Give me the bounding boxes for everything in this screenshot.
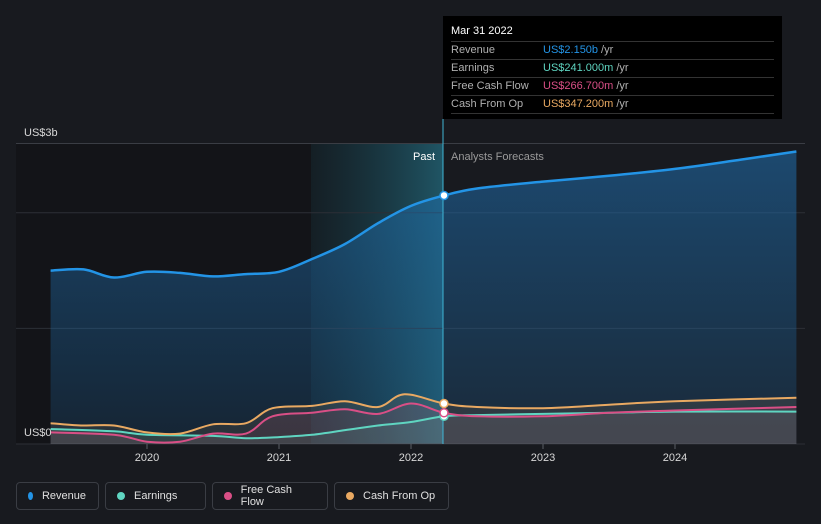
legend-dot-icon [224, 492, 232, 500]
legend-label: Cash From Op [363, 490, 436, 502]
tooltip-value: US$266.700m [543, 80, 614, 92]
tooltip-label: Free Cash Flow [451, 80, 529, 92]
y-tick-top: US$3b [24, 127, 58, 139]
series-lines [50, 150, 797, 444]
forecast-label: Analysts Forecasts [451, 151, 544, 163]
tooltip-value: US$241.000m [543, 62, 614, 74]
tooltip-date: Mar 31 2022 [451, 23, 774, 42]
past-label: Past [413, 151, 435, 163]
cash-from-op-marker [439, 398, 449, 409]
tooltip-label: Cash From Op [451, 98, 524, 110]
tooltip-value: US$347.200m [543, 98, 614, 110]
legend-dot-icon [117, 492, 125, 500]
chart: US$3b US$0 Past Analysts Forecasts 2020 2… [16, 119, 805, 464]
free-cash-flow-line [50, 402, 797, 444]
tooltip-label: Earnings [451, 62, 495, 74]
x-tick-label: 2021 [267, 452, 291, 464]
legend-item-revenue[interactable]: Revenue [16, 482, 99, 510]
legend-item-earnings[interactable]: Earnings [105, 482, 206, 510]
highlight-markers [439, 190, 449, 422]
legend-item-cash-from-op[interactable]: Cash From Op [334, 482, 449, 510]
x-tick-label: 2022 [399, 452, 423, 464]
legend-label: Free Cash Flow [240, 484, 293, 508]
x-tick-label: 2020 [135, 452, 159, 464]
revenue-line [50, 150, 797, 279]
legend: Revenue Earnings Free Cash Flow Cash Fro… [16, 482, 449, 512]
tooltip-row-revenue: Revenue US$2.150b /yr [451, 42, 774, 60]
tooltip-row-cash-from-op: Cash From Op US$347.200m /yr [451, 96, 774, 114]
x-tick-label: 2024 [663, 452, 687, 464]
tooltip-row-free-cash-flow: Free Cash Flow US$266.700m /yr [451, 78, 774, 96]
x-axis: 2020 2021 2022 2023 2024 [135, 444, 687, 464]
tooltip-value: US$2.150b [543, 44, 599, 56]
tooltip-unit: /yr [616, 98, 629, 110]
revenue-marker [439, 190, 449, 201]
revenue-area [50, 151, 797, 444]
x-tick-label: 2023 [531, 452, 555, 464]
legend-dot-icon [28, 492, 33, 500]
legend-label: Revenue [41, 490, 86, 502]
tooltip-unit: /yr [616, 80, 629, 92]
tooltip-unit: /yr [616, 62, 629, 74]
y-tick-bottom: US$0 [24, 427, 52, 439]
cash-from-op-line [50, 393, 797, 436]
tooltip-label: Revenue [451, 44, 496, 56]
earnings-area [50, 411, 797, 444]
legend-dot-icon [346, 492, 354, 500]
free-cash-flow-marker [439, 408, 449, 418]
legend-item-free-cash-flow[interactable]: Free Cash Flow [212, 482, 328, 510]
tooltip-row-earnings: Earnings US$241.000m /yr [451, 60, 774, 78]
tooltip: Mar 31 2022 Revenue US$2.150b /yr Earnin… [443, 16, 782, 119]
legend-label: Earnings [134, 490, 178, 502]
tooltip-unit: /yr [601, 44, 614, 56]
